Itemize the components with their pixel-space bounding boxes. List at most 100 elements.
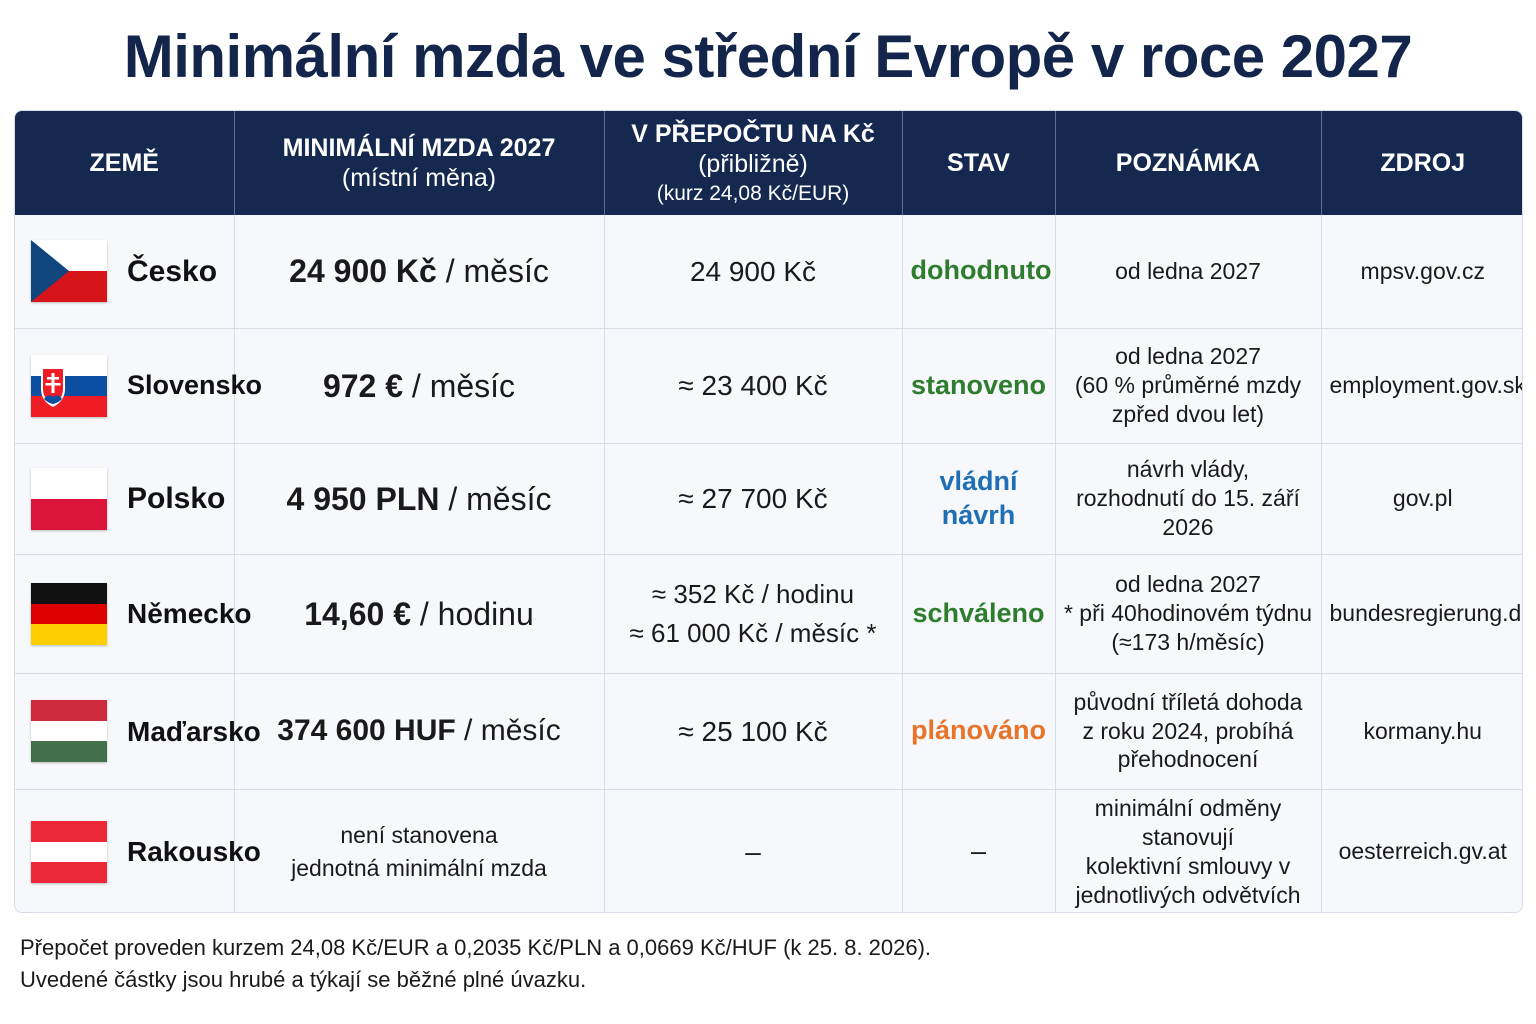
header-note: POZNÁMKA xyxy=(1055,111,1322,215)
conversion-cell: 24 900 Kč xyxy=(604,215,903,328)
table-header-row: ZEMĚ MINIMÁLNÍ MZDA 2027 (místní měna) V… xyxy=(15,111,1522,215)
wage-cell: 24 900 Kč / měsíc xyxy=(234,215,605,328)
wage-amount: 14,60 € xyxy=(304,595,411,632)
country-name: Slovensko xyxy=(127,369,263,400)
country-cell: Česko xyxy=(15,215,235,328)
header-conversion-subtitle: (přibližně) xyxy=(698,150,808,179)
table-row: Maďarsko 374 600 HUF / měsíc ≈ 25 100 Kč… xyxy=(15,672,1522,789)
source-text: kormany.hu xyxy=(1363,717,1482,744)
hungarian-flag-icon xyxy=(31,700,107,762)
source-cell: gov.pl xyxy=(1321,442,1522,554)
german-flag-icon xyxy=(31,582,107,645)
table-row: Česko 24 900 Kč / měsíc 24 900 Kč dohodn… xyxy=(15,215,1522,328)
wage-unit: / hodinu xyxy=(411,595,534,632)
header-status: STAV xyxy=(902,111,1056,215)
note-line: od ledna 2027 xyxy=(1115,257,1261,284)
country-cell: Maďarsko xyxy=(15,672,261,789)
wage-text-line: jednotná minimální mzda xyxy=(291,854,547,881)
note-cell: minimální odměny stanovují kolektivní sm… xyxy=(1055,788,1322,912)
slovak-flag-icon xyxy=(31,354,107,417)
header-conversion-title: V PŘEPOČTU NA Kč xyxy=(631,120,875,149)
status-badge: – xyxy=(902,788,1056,912)
status-badge: stanoveno xyxy=(902,327,1056,443)
source-cell: oesterreich.gv.at xyxy=(1321,788,1522,912)
note-line: (60 % průměrné mzdy xyxy=(1074,372,1302,399)
wage-unit: / měsíc xyxy=(455,714,561,748)
wage-cell: není stanovena jednotná minimální mzda xyxy=(234,788,605,912)
page-title: Minimální mzda ve střední Evropě v roce … xyxy=(123,23,1413,90)
conversion-value: ≈ 23 400 Kč xyxy=(678,370,828,401)
wage-amount: 374 600 HUF xyxy=(277,714,456,748)
source-text: mpsv.gov.cz xyxy=(1360,257,1485,284)
source-text: bundesregierung.de xyxy=(1329,600,1523,627)
note-cell: původní tříletá dohoda z roku 2024, prob… xyxy=(1055,672,1322,789)
wage-amount: 4 950 PLN xyxy=(286,480,440,517)
footnote-line: Uvedené částky jsou hrubé a týkají se bě… xyxy=(20,966,587,992)
note-line: z roku 2024, probíhá xyxy=(1082,717,1294,744)
country-cell: Rakousko xyxy=(15,788,261,912)
conversion-value-hourly: ≈ 352 Kč / hodinu xyxy=(651,579,855,609)
status-badge: dohodnuto xyxy=(902,215,1056,328)
country-name: Česko xyxy=(127,254,218,288)
note-line: zpřed dvou let) xyxy=(1111,400,1265,427)
conversion-value: – xyxy=(745,836,761,868)
conversion-value: 24 900 Kč xyxy=(689,255,817,287)
wage-amount: 24 900 Kč xyxy=(289,253,437,290)
note-cell: návrh vlády, rozhodnutí do 15. září 2026 xyxy=(1055,442,1322,554)
wage-unit: / měsíc xyxy=(403,367,516,404)
note-line: (≈173 h/měsíc) xyxy=(1111,628,1265,655)
wage-unit: / měsíc xyxy=(436,253,549,290)
country-name: Maďarsko xyxy=(127,715,261,747)
country-cell: Polsko xyxy=(15,442,235,554)
czech-flag-icon xyxy=(31,240,107,303)
note-cell: od ledna 2027 xyxy=(1055,215,1322,328)
conversion-cell: – xyxy=(604,788,903,912)
conversion-value: ≈ 25 100 Kč xyxy=(678,715,828,747)
footnote: Přepočet proveden kurzem 24,08 Kč/EUR a … xyxy=(20,932,931,996)
wage-text-line: není stanovena xyxy=(340,822,498,848)
note-line: návrh vlády, xyxy=(1126,456,1250,483)
source-cell: bundesregierung.de xyxy=(1321,553,1523,673)
source-text: employment.gov.sk xyxy=(1329,372,1523,399)
note-line: původní tříletá dohoda xyxy=(1073,688,1303,715)
header-conversion-rate: (kurz 24,08 Kč/EUR) xyxy=(656,182,850,206)
note-cell: od ledna 2027 * při 40hodinovém týdnu (≈… xyxy=(1055,553,1322,673)
status-badge: vládní návrh xyxy=(902,442,1056,554)
conversion-cell: ≈ 23 400 Kč xyxy=(604,327,903,443)
wage-unit: / měsíc xyxy=(439,480,552,517)
wage-cell: 4 950 PLN / měsíc xyxy=(234,442,605,554)
header-wage: MINIMÁLNÍ MZDA 2027 (místní měna) xyxy=(234,111,605,215)
conversion-cell: ≈ 27 700 Kč xyxy=(604,442,903,554)
austrian-flag-icon xyxy=(31,820,107,883)
note-line: rozhodnutí do 15. září 2026 xyxy=(1076,485,1300,540)
table-row: Německo 14,60 € / hodinu ≈ 352 Kč / hodi… xyxy=(15,553,1523,673)
wage-table: ZEMĚ MINIMÁLNÍ MZDA 2027 (místní měna) V… xyxy=(14,110,1523,913)
note-line: * při 40hodinovém týdnu xyxy=(1063,600,1313,627)
header-conversion: V PŘEPOČTU NA Kč (přibližně) (kurz 24,08… xyxy=(604,111,903,215)
country-cell: Německo xyxy=(15,553,252,673)
conversion-value-monthly: ≈ 61 000 Kč / měsíc * xyxy=(629,617,877,648)
note-line: minimální odměny stanovují xyxy=(1094,795,1282,850)
conversion-cell: ≈ 352 Kč / hodinu ≈ 61 000 Kč / měsíc * xyxy=(604,553,903,673)
table-row: Rakousko není stanovena jednotná minimál… xyxy=(15,788,1522,912)
country-cell: Slovensko xyxy=(15,327,262,443)
note-line: od ledna 2027 xyxy=(1115,571,1261,598)
conversion-cell: ≈ 25 100 Kč xyxy=(604,672,903,789)
status-badge: plánováno xyxy=(902,672,1056,789)
status-badge: schváleno xyxy=(902,553,1056,673)
source-text: oesterreich.gv.at xyxy=(1338,838,1507,865)
footnote-line: Přepočet proveden kurzem 24,08 Kč/EUR a … xyxy=(20,935,932,960)
note-cell: od ledna 2027 (60 % průměrné mzdy zpřed … xyxy=(1055,327,1322,443)
source-cell: kormany.hu xyxy=(1321,672,1522,789)
conversion-value: ≈ 27 700 Kč xyxy=(678,483,828,514)
header-country: ZEMĚ xyxy=(15,111,235,215)
note-line: jednotlivých odvětvích xyxy=(1075,881,1301,908)
header-wage-title: MINIMÁLNÍ MZDA 2027 xyxy=(282,134,556,162)
wage-amount: 972 € xyxy=(322,367,404,404)
source-cell: mpsv.gov.cz xyxy=(1321,215,1522,328)
wage-cell: 972 € / měsíc xyxy=(234,327,605,443)
note-line: přehodnocení xyxy=(1117,746,1259,773)
header-wage-subtitle: (místní měna) xyxy=(341,164,497,192)
source-text: gov.pl xyxy=(1392,485,1453,512)
source-cell: employment.gov.sk xyxy=(1321,327,1523,443)
